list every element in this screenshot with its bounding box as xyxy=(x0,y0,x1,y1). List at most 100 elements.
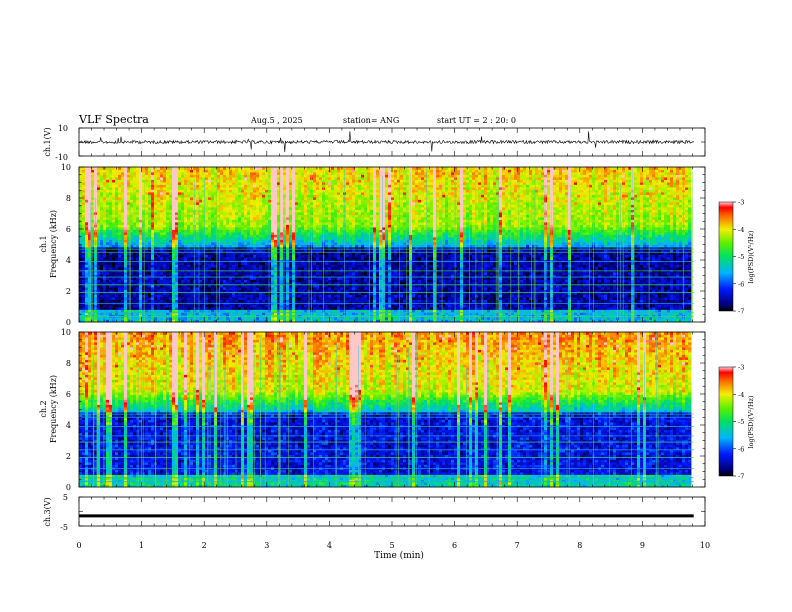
spectrogram-cell xyxy=(214,219,218,223)
figure-title: VLF Spectra xyxy=(78,113,149,126)
spectrogram-cell xyxy=(145,282,149,285)
spectrogram-cell xyxy=(148,252,152,255)
spectrogram-cell xyxy=(295,207,299,210)
spectrogram-cell xyxy=(217,217,221,220)
spectrogram-cell xyxy=(250,229,254,233)
spectrogram-cell xyxy=(196,202,200,205)
spectrogram-cell xyxy=(250,247,254,250)
spectrogram-cell xyxy=(109,234,113,238)
spectrogram-cell xyxy=(271,179,275,183)
spectrogram-cell xyxy=(289,202,293,205)
spectrogram-cell xyxy=(274,244,278,248)
spectrogram-cell xyxy=(241,234,245,238)
spectrogram-cell xyxy=(79,224,83,228)
spectrogram-cell xyxy=(109,197,113,200)
spectrogram-cell xyxy=(97,314,101,318)
spectrogram-cell xyxy=(235,187,239,190)
spectrogram-cell xyxy=(184,309,188,313)
spectrogram-cell xyxy=(82,299,86,303)
spectrogram-cell xyxy=(148,169,152,173)
spectrogram-cell xyxy=(169,247,173,250)
spectrogram-cell xyxy=(178,309,182,313)
spectrogram-cell xyxy=(136,277,140,280)
spectrogram-cell xyxy=(211,299,215,303)
spectrogram-cell xyxy=(82,279,86,283)
spectrogram-cell xyxy=(145,219,149,223)
spectrogram-cell xyxy=(208,244,212,248)
spectrogram-cell xyxy=(157,197,161,200)
spectrogram-cell xyxy=(253,287,257,290)
spectrogram-cell xyxy=(238,229,242,233)
spectrogram-cell xyxy=(184,257,188,260)
spectrogram-cell xyxy=(274,174,278,178)
spectrogram-cell xyxy=(193,184,197,188)
spectrogram-cell xyxy=(154,224,158,228)
spectrogram-cell xyxy=(253,234,257,238)
spectrogram-cell xyxy=(253,214,257,218)
spectrogram-cell xyxy=(286,184,290,188)
spectrogram-cell xyxy=(199,192,203,195)
spectrogram-cell xyxy=(169,177,173,180)
spectrogram-cell xyxy=(202,212,206,215)
spectrogram-cell xyxy=(214,194,218,198)
spectrogram-cell xyxy=(175,299,179,303)
spectrogram-cell xyxy=(262,232,266,235)
spectrogram-cell xyxy=(142,187,146,190)
spectrogram-cell xyxy=(205,242,209,245)
spectrogram-cell xyxy=(211,189,215,193)
spectrogram-cell xyxy=(250,297,254,300)
spectrogram-cell xyxy=(109,192,113,195)
spectrogram-cell xyxy=(301,207,305,210)
spectrogram-cell xyxy=(142,229,146,233)
spectrogram-cell xyxy=(121,172,125,175)
spectrogram-cell xyxy=(280,169,284,173)
spectrogram-cell xyxy=(151,207,155,210)
spectrogram-cell xyxy=(85,267,89,270)
spectrogram-cell xyxy=(106,254,110,258)
spectrogram-cell xyxy=(121,267,125,270)
spectrogram-cell xyxy=(313,262,317,265)
spectrogram-cell xyxy=(238,207,242,210)
spectrogram-cell xyxy=(283,174,287,178)
spectrogram-cell xyxy=(211,317,215,320)
spectrogram-cell xyxy=(187,294,191,298)
spectrogram-cell xyxy=(190,252,194,255)
spectrogram-cell xyxy=(175,209,179,213)
spectrogram-cell xyxy=(79,177,83,180)
spectrogram-cell xyxy=(157,194,161,198)
spectrogram-cell xyxy=(229,209,233,213)
spectrogram-cell xyxy=(184,199,188,203)
spectrogram-cell xyxy=(127,174,131,178)
spectrogram-cell xyxy=(274,239,278,243)
spectrogram-cell xyxy=(79,182,83,185)
spectrogram-cell xyxy=(184,297,188,300)
spectrogram-cell xyxy=(226,289,230,293)
spectrogram-cell xyxy=(277,194,281,198)
spectrogram-cell xyxy=(139,289,143,293)
spectrogram-cell xyxy=(190,197,194,200)
spectrogram-cell xyxy=(304,202,308,205)
spectrogram-cell xyxy=(163,187,167,190)
spectrogram-cell xyxy=(241,217,245,220)
spectrogram-cell xyxy=(142,177,146,180)
spectrogram-cell xyxy=(226,194,230,198)
spectrogram-cell xyxy=(148,197,152,200)
spectrogram-cell xyxy=(229,274,233,278)
spectrogram-cell xyxy=(157,214,161,218)
spectrogram-cell xyxy=(199,172,203,175)
ch1-ytick-top: 10 xyxy=(58,124,68,133)
spectrogram-cell xyxy=(82,282,86,285)
spectrogram-cell xyxy=(250,194,254,198)
spectrogram-cell xyxy=(304,224,308,228)
spectrogram-cell xyxy=(160,287,164,290)
spectrogram-cell xyxy=(127,254,131,258)
spectrogram-cell xyxy=(301,172,305,175)
spectrogram-cell xyxy=(115,297,119,300)
spectrogram-cell xyxy=(304,239,308,243)
spectrogram-cell xyxy=(190,209,194,213)
spectrogram-cell xyxy=(175,212,179,215)
spectrogram-cell xyxy=(181,284,185,288)
spectrogram-cell xyxy=(100,182,104,185)
spectrogram-cell xyxy=(139,247,143,250)
spectrogram-cell xyxy=(277,254,281,258)
